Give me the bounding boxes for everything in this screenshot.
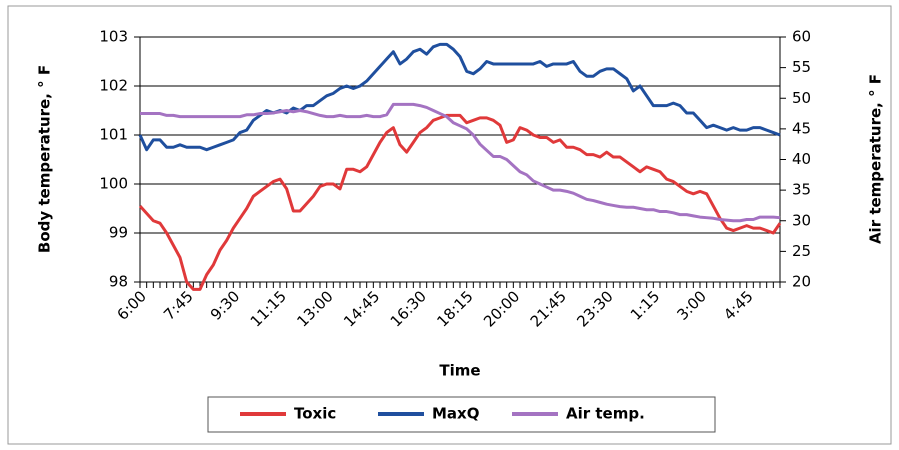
y2-tick-label: 45 — [792, 119, 811, 137]
y-tick-label: 102 — [99, 77, 128, 95]
legend-box — [207, 396, 716, 433]
y2-tick-label: 20 — [792, 273, 811, 291]
y2-tick-label: 50 — [792, 89, 811, 107]
legend-label: Air temp. — [566, 405, 645, 423]
series-line — [138, 42, 781, 152]
y2-tick-label: 60 — [792, 28, 811, 46]
y2-tick-label: 55 — [792, 58, 811, 76]
series-line — [140, 102, 781, 223]
chart-frame — [7, 5, 892, 445]
series-line — [138, 113, 782, 291]
y2-axis-title: Air temperature, ° F — [867, 74, 885, 244]
y2-tick-label: 30 — [792, 211, 811, 229]
legend-label: Toxic — [294, 405, 336, 423]
y2-tick-label: 25 — [792, 242, 811, 260]
x-axis-title: Time — [439, 362, 480, 380]
y-tick-label: 99 — [109, 224, 128, 242]
y-tick-label: 101 — [99, 126, 128, 144]
y2-tick-label: 40 — [792, 150, 811, 168]
y-axis-title: Body temperature, ° F — [36, 65, 54, 253]
y-tick-label: 100 — [99, 175, 128, 193]
legend-label: MaxQ — [432, 405, 479, 423]
y2-tick-label: 35 — [792, 181, 811, 199]
y-tick-label: 103 — [99, 28, 128, 46]
y-tick-label: 98 — [109, 273, 128, 291]
